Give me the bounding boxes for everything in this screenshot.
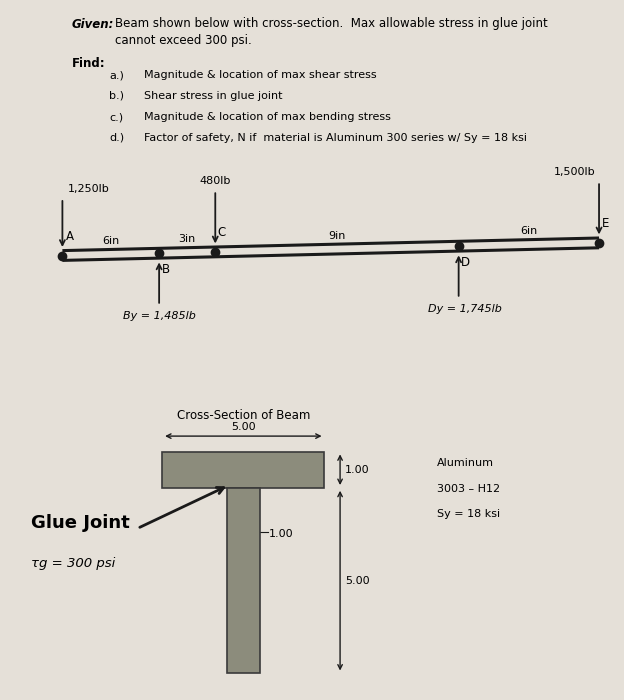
Text: 1,250lb: 1,250lb: [67, 184, 109, 194]
Text: Glue Joint: Glue Joint: [31, 514, 130, 533]
Text: 480lb: 480lb: [200, 176, 231, 186]
Text: 6in: 6in: [520, 226, 537, 236]
Text: Beam shown below with cross-section.  Max allowable stress in glue joint: Beam shown below with cross-section. Max…: [115, 18, 548, 31]
Text: B: B: [162, 262, 170, 276]
Text: 3in: 3in: [178, 234, 196, 244]
Text: Cross-Section of Beam: Cross-Section of Beam: [177, 409, 310, 422]
Text: E: E: [602, 217, 610, 230]
Text: b.): b.): [109, 91, 124, 101]
Text: Find:: Find:: [72, 57, 105, 71]
Text: Magnitude & location of max bending stress: Magnitude & location of max bending stre…: [144, 112, 391, 122]
Text: 1.00: 1.00: [345, 465, 369, 475]
Text: a.): a.): [109, 70, 124, 80]
Text: 1,500lb: 1,500lb: [554, 167, 596, 177]
Text: 5.00: 5.00: [231, 422, 256, 432]
Text: 9in: 9in: [328, 231, 346, 241]
Text: Factor of safety, N if  material is Aluminum 300 series w/ Sy = 18 ksi: Factor of safety, N if material is Alumi…: [144, 133, 527, 143]
Text: 3003 – H12: 3003 – H12: [437, 484, 500, 494]
Bar: [227, 488, 260, 673]
Text: Magnitude & location of max shear stress: Magnitude & location of max shear stress: [144, 70, 376, 80]
Text: Shear stress in glue joint: Shear stress in glue joint: [144, 91, 282, 101]
Text: c.): c.): [109, 112, 124, 122]
Text: 6in: 6in: [102, 236, 119, 246]
Text: A: A: [66, 230, 74, 243]
Text: D: D: [461, 256, 470, 269]
Text: Dy = 1,745lb: Dy = 1,745lb: [428, 304, 502, 314]
Text: τg = 300 psi: τg = 300 psi: [31, 556, 115, 570]
Text: Aluminum: Aluminum: [437, 458, 494, 468]
Bar: [162, 452, 324, 488]
Text: Sy = 18 ksi: Sy = 18 ksi: [437, 509, 500, 519]
Text: 1.00: 1.00: [269, 529, 293, 539]
Text: 5.00: 5.00: [345, 575, 369, 586]
Text: cannot exceed 300 psi.: cannot exceed 300 psi.: [115, 34, 252, 47]
Text: By = 1,485lb: By = 1,485lb: [123, 311, 195, 321]
Text: Given:: Given:: [72, 18, 114, 31]
Text: C: C: [218, 226, 226, 239]
Text: d.): d.): [109, 133, 124, 143]
